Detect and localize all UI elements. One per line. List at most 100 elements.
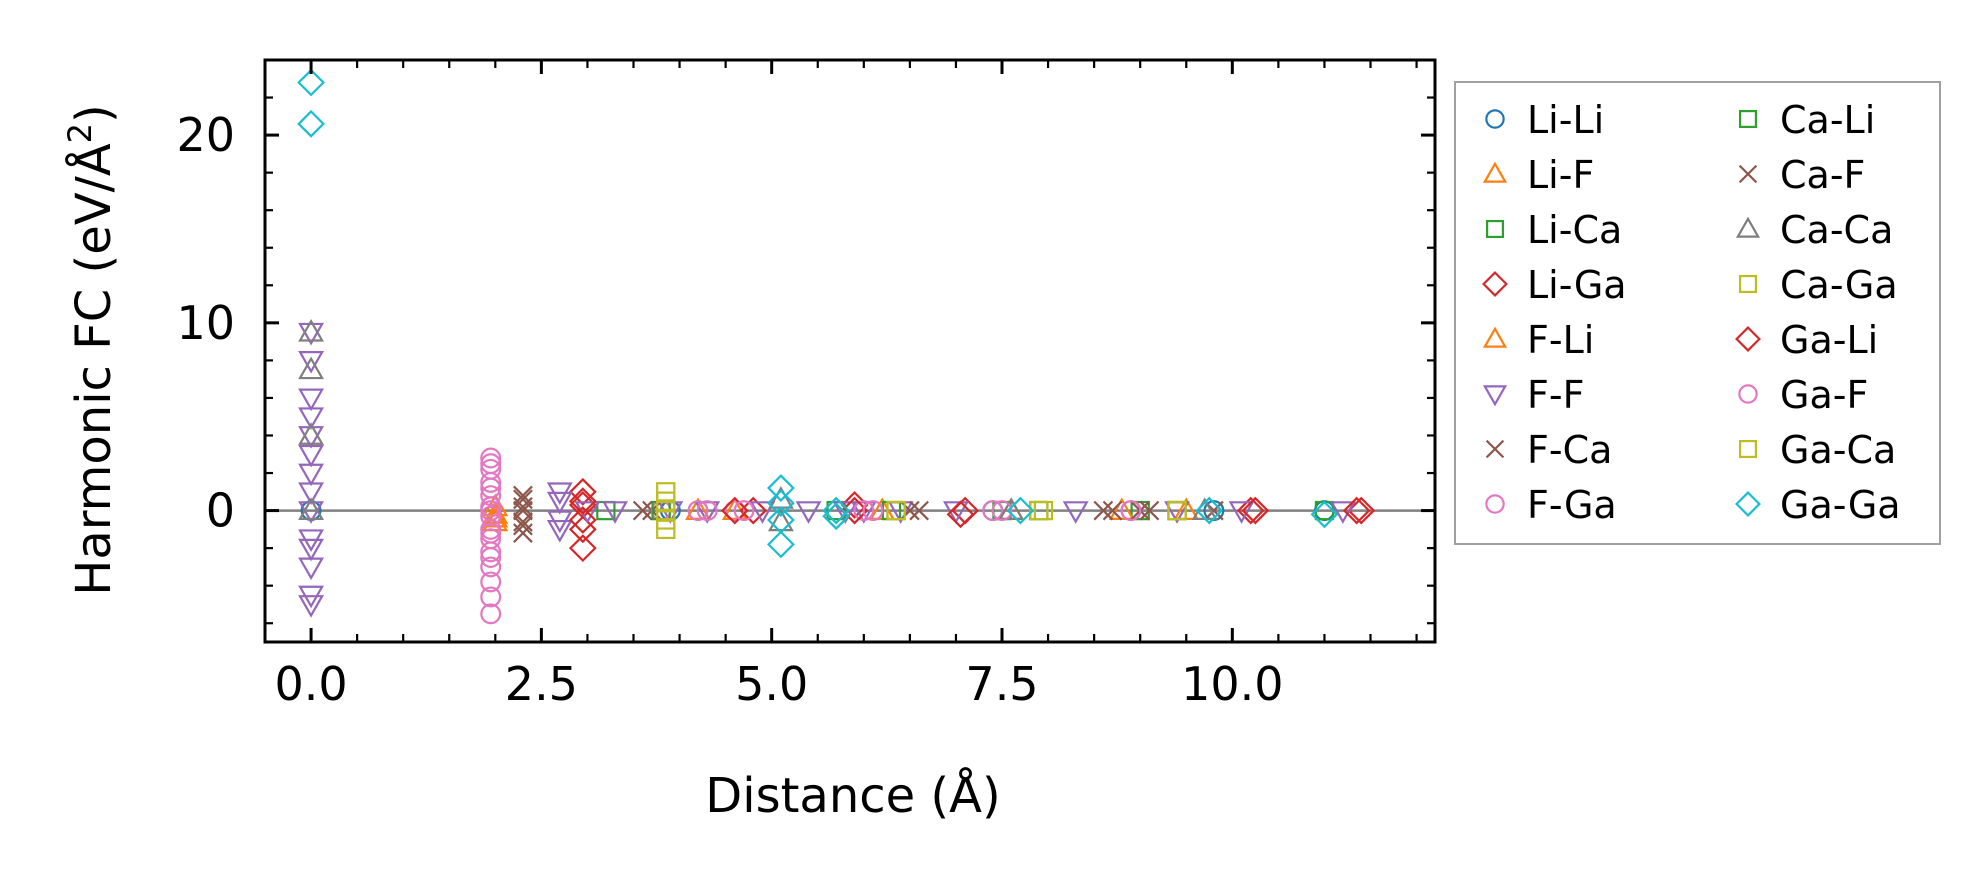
point-ca-f: [909, 500, 929, 521]
point-ga-ga: [1195, 496, 1224, 525]
x-tick-label: 0.0: [274, 657, 347, 711]
legend-label: F-F: [1527, 373, 1584, 417]
y-tick-label: 20: [176, 108, 235, 162]
y-axis-label-sup: 2: [61, 123, 99, 143]
plot-frame: [263, 58, 1437, 644]
point-f-f: [298, 322, 325, 346]
plot-area: 0.0 2.5 5.0 7.5 10.0 0 10 20: [176, 58, 1437, 711]
legend-label: Ga-F: [1780, 373, 1868, 417]
legend-label: Ca-Ca: [1780, 208, 1893, 252]
legend-label: F-Ca: [1527, 428, 1612, 472]
point-li-ga: [568, 477, 597, 506]
legend-marker: [1482, 161, 1508, 183]
legend-marker: [1735, 326, 1761, 352]
x-tick-label: 5.0: [735, 657, 808, 711]
legend-label: F-Li: [1527, 318, 1594, 362]
legend-marker: [1485, 219, 1505, 239]
point-ga-ga: [766, 530, 795, 559]
point-f-f: [298, 538, 325, 562]
point-li-ga: [568, 515, 597, 544]
point-ga-f: [480, 522, 502, 544]
legend-label: Li-Li: [1527, 98, 1604, 142]
legend-marker: [1735, 491, 1761, 517]
y-axis-label-main: Harmonic FC (eV/Å: [65, 143, 122, 596]
point-f-ga: [982, 500, 1004, 522]
point-ca-ca: [767, 508, 794, 532]
legend-label: Ga-Li: [1780, 318, 1878, 362]
point-f-ca: [1139, 500, 1160, 521]
point-f-ga: [480, 505, 502, 527]
legend-marker: [1738, 384, 1758, 404]
point-ga-f: [480, 547, 502, 568]
point-ga-f: [991, 500, 1013, 522]
point-ga-li: [568, 506, 597, 534]
point-f-f: [546, 519, 573, 543]
point-f-ga: [480, 586, 502, 608]
y-tick-label: 10: [176, 296, 235, 350]
legend-item-ca-li: Ca-Li: [1738, 98, 1875, 142]
legend-item-ga-ga: Ga-Ga: [1735, 483, 1901, 527]
legend-item-ga-f: Ga-F: [1738, 373, 1868, 417]
point-f-f: [602, 501, 629, 524]
legend-item-ga-li: Ga-Li: [1735, 318, 1878, 362]
legend-marker: [1482, 326, 1508, 348]
legend-label: Li-Ca: [1527, 208, 1622, 252]
point-ga-f: [733, 500, 755, 522]
legend-marker: [1735, 216, 1761, 238]
point-f-f: [298, 426, 325, 449]
point-ca-f: [513, 496, 533, 517]
legend-item-ga-ca: Ga-Ca: [1738, 428, 1896, 472]
point-ga-f: [480, 477, 502, 499]
point-f-ca: [513, 523, 533, 543]
point-ga-li: [720, 496, 749, 525]
legend-label: Ca-F: [1780, 153, 1865, 197]
legend-marker: [1738, 164, 1758, 184]
point-f-ga: [480, 603, 502, 625]
point-li-ga: [1236, 496, 1265, 525]
point-f-ga: [480, 447, 502, 469]
legend-marker: [1482, 271, 1508, 297]
point-ga-ca: [1167, 500, 1187, 521]
point-f-f: [298, 501, 325, 524]
point-ga-li: [946, 500, 975, 529]
legend-item-f-li: F-Li: [1482, 318, 1594, 362]
x-axis-label: Distance (Å): [705, 767, 1000, 824]
point-ga-ga: [297, 109, 325, 138]
point-ca-f: [513, 515, 533, 536]
x-tick-label: 10.0: [1181, 657, 1283, 711]
legend-marker: [1738, 439, 1758, 459]
point-f-f: [1228, 501, 1255, 524]
point-f-ga: [480, 485, 502, 507]
point-ga-ga: [822, 502, 851, 531]
point-f-f: [546, 491, 573, 515]
y-axis-label: Harmonic FC (eV/Å2): [61, 104, 122, 596]
legend-label: Ca-Li: [1780, 98, 1875, 142]
legend-label: Li-F: [1527, 153, 1594, 197]
point-ga-ga: [1006, 496, 1035, 525]
legend-label: Ga-Ca: [1780, 428, 1896, 472]
legend-marker: [1485, 494, 1505, 514]
point-ga-f: [480, 453, 502, 475]
point-ga-ga: [1310, 500, 1339, 529]
point-li-ga: [1347, 496, 1376, 525]
point-ga-ca: [656, 510, 676, 530]
point-f-f: [1329, 501, 1356, 524]
point-f-ga: [480, 571, 502, 593]
point-li-ga: [568, 534, 597, 563]
legend-marker: [1485, 439, 1505, 459]
y-tick-label: 0: [206, 484, 235, 538]
legend-label: Ga-Ga: [1780, 483, 1901, 527]
point-ga-f: [480, 500, 502, 522]
legend-item-ca-ga: Ca-Ga: [1738, 263, 1898, 307]
point-ga-ca: [1033, 500, 1054, 521]
point-f-f: [298, 407, 325, 430]
point-f-f: [832, 501, 859, 524]
point-f-ca: [1093, 500, 1114, 521]
point-ga-li: [840, 496, 869, 525]
legend-marker: [1738, 109, 1758, 129]
point-f-ga: [687, 500, 709, 522]
legend-item-f-ga: F-Ga: [1485, 483, 1617, 527]
x-tick-label: 2.5: [505, 657, 578, 711]
point-ga-ca: [886, 500, 906, 521]
